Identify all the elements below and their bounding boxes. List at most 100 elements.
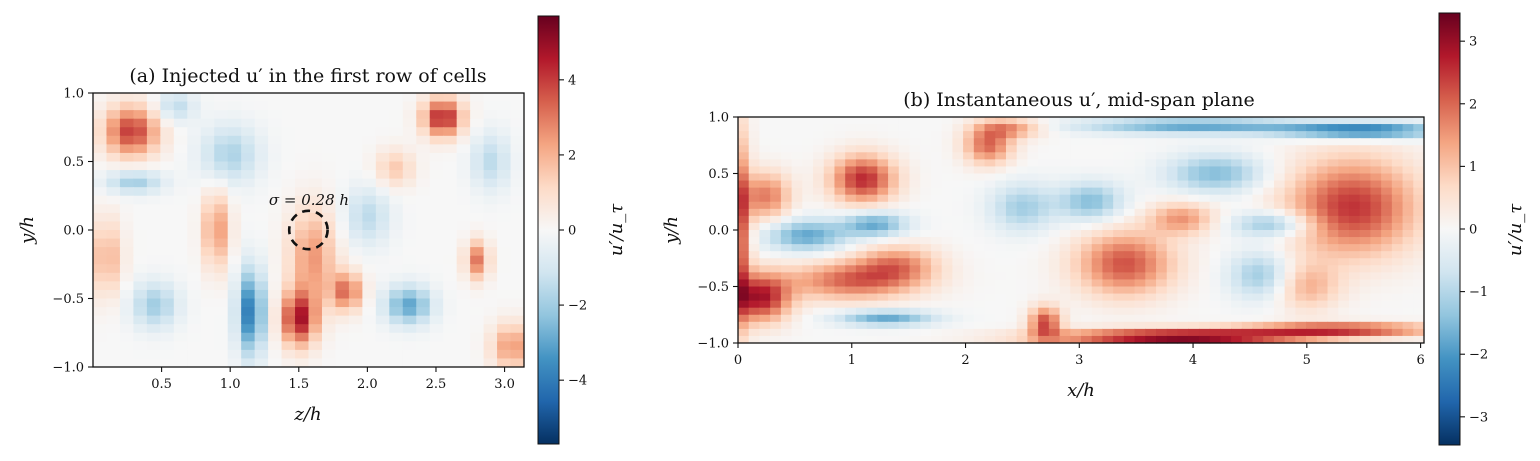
heatmap-cell: [877, 222, 889, 231]
heatmap-cell: [1005, 222, 1018, 231]
heatmap-cell: [241, 195, 256, 205]
heatmap-cell: [1048, 159, 1061, 168]
heatmap-cell: [770, 307, 782, 316]
heatmap-cell: [200, 324, 215, 334]
heatmap-cell: [241, 152, 256, 163]
heatmap-cell: [146, 358, 161, 368]
heatmap-cell: [348, 255, 363, 265]
heatmap-cell: [106, 307, 121, 317]
heatmap-cell: [456, 110, 471, 120]
heatmap-cell: [160, 178, 175, 188]
heatmap-cell: [295, 161, 310, 171]
heatmap-cell: [402, 110, 417, 120]
heatmap-cell: [1413, 166, 1425, 175]
heatmap-cell: [1070, 279, 1082, 288]
heatmap-cell: [1338, 138, 1350, 146]
heatmap-cell: [738, 293, 750, 302]
heatmap-cell: [281, 187, 296, 197]
heatmap-cell: [1016, 230, 1029, 238]
heatmap-cell: [1252, 272, 1264, 281]
heatmap-cell: [1252, 138, 1264, 146]
heatmap-cell: [200, 281, 215, 291]
heatmap-cell: [1391, 138, 1404, 146]
heatmap-cell: [1284, 201, 1296, 210]
heatmap-cell: [1370, 230, 1382, 238]
heatmap-cell: [93, 101, 108, 111]
heatmap-cell: [241, 289, 256, 300]
heatmap-cell: [1338, 251, 1350, 259]
heatmap-cell: [1081, 166, 1093, 175]
heatmap-cell: [335, 358, 350, 368]
heatmap-cell: [510, 247, 525, 257]
heatmap-cell: [1359, 152, 1372, 160]
heatmap-cell: [1402, 300, 1414, 309]
heatmap-cell: [268, 144, 283, 154]
heatmap-cell: [281, 230, 296, 240]
heatmap-cell: [845, 244, 857, 252]
heatmap-cell: [1327, 321, 1339, 330]
heatmap-cell: [1102, 293, 1114, 302]
heatmap-cell: [93, 341, 108, 351]
heatmap-cell: [877, 131, 889, 139]
heatmap-cell: [1145, 279, 1157, 288]
heatmap-cell: [738, 194, 750, 203]
heatmap-cell: [802, 173, 814, 182]
heatmap-cell: [241, 315, 256, 325]
heatmap-cell: [1198, 237, 1211, 245]
heatmap-cell: [1370, 215, 1382, 224]
heatmap-cell: [877, 159, 889, 168]
heatmap-cell: [909, 279, 921, 288]
heatmap-cell: [748, 222, 761, 231]
heatmap-cell: [1273, 300, 1286, 309]
heatmap-cell: [1156, 173, 1168, 182]
heatmap-cell: [1166, 251, 1179, 259]
heatmap-cell: [791, 194, 803, 203]
heatmap-cell: [375, 221, 390, 231]
heatmap-cell: [214, 238, 229, 248]
heatmap-cell: [443, 144, 458, 154]
heatmap-cell: [200, 332, 215, 342]
heatmap-cell: [1391, 194, 1404, 203]
heatmap-cell: [241, 221, 256, 231]
heatmap-cell: [119, 230, 135, 240]
heatmap-cell: [254, 230, 269, 240]
heatmap-cell: [920, 173, 932, 182]
heatmap-cell: [1359, 145, 1372, 153]
heatmap-cell: [1198, 194, 1211, 203]
heatmap-cell: [1327, 279, 1339, 288]
heatmap-cell: [1359, 187, 1372, 196]
heatmap-cell: [416, 127, 431, 137]
heatmap-cell: [1134, 328, 1146, 337]
heatmap-cell: [497, 195, 512, 205]
heatmap-cell: [1198, 173, 1211, 182]
heatmap-cell: [1348, 152, 1361, 160]
heatmap-cell: [1359, 173, 1372, 182]
heatmap-cell: [995, 222, 1007, 231]
heatmap-cell: [429, 170, 444, 180]
heatmap-cell: [483, 247, 498, 257]
heatmap-cell: [416, 221, 431, 231]
heatmap-cell: [1209, 230, 1221, 238]
heatmap-cell: [963, 180, 975, 189]
heatmap-cell: [510, 238, 525, 248]
heatmap-cell: [389, 358, 404, 368]
heatmap-cell: [1048, 300, 1061, 309]
heatmap-cell: [348, 307, 363, 317]
heatmap-cell: [1188, 145, 1200, 153]
x-tick-label: 1.5: [288, 377, 309, 392]
heatmap-cell: [348, 298, 363, 308]
heatmap-cell: [952, 201, 964, 210]
heatmap-cell: [1273, 279, 1286, 288]
heatmap-cell: [1241, 237, 1254, 245]
heatmap-cell: [738, 307, 750, 316]
heatmap-cell: [335, 324, 350, 334]
heatmap-cell: [443, 238, 458, 248]
heatmap-cell: [1327, 251, 1339, 259]
heatmap-cell: [173, 238, 188, 248]
heatmap-cell: [1027, 208, 1039, 217]
heatmap-cell: [1123, 138, 1136, 146]
heatmap-cell: [1306, 300, 1318, 309]
heatmap-cell: [1166, 307, 1179, 316]
heatmap-cell: [823, 244, 836, 252]
heatmap-cell: [866, 300, 878, 309]
